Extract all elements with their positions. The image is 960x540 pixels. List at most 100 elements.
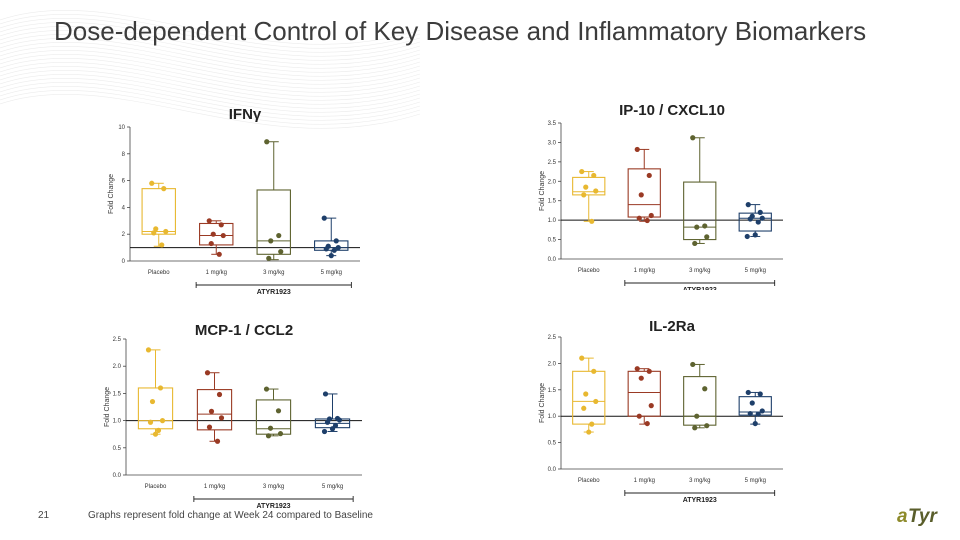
il2ra-box-plot: IL-2Ra 0.0 0.5 1.0 1.5 2.0 2.5 Fold Change Place…	[539, 318, 783, 504]
data-point	[589, 421, 595, 427]
y-axis-label: Fold Change	[108, 174, 115, 214]
x-tick-label: Placebo	[578, 478, 600, 484]
data-point	[208, 240, 214, 247]
y-tick-label: 0.0	[548, 257, 557, 263]
data-point	[216, 251, 222, 257]
data-point	[267, 425, 274, 431]
y-tick-label: 1.5	[548, 199, 557, 205]
data-point	[333, 238, 339, 244]
group-label: ATYR1923	[257, 289, 291, 296]
chart-mcp1: MCP-1 / CCL2 0.0 0.5 1.0 1.5 2.0 2.5 Fold Chang…	[100, 315, 400, 510]
x-tick-label: 1 mg/kg	[634, 478, 655, 484]
data-point	[147, 419, 154, 425]
data-point	[155, 427, 162, 433]
data-point	[265, 433, 272, 439]
x-tick-label: Placebo	[578, 268, 600, 274]
data-point	[218, 222, 224, 228]
y-tick-label: 1.0	[548, 218, 557, 224]
data-point	[593, 398, 599, 405]
atyr-logo: a Tyr	[897, 506, 938, 527]
data-point	[759, 215, 765, 221]
data-point	[755, 411, 761, 417]
y-tick-label: 8	[122, 152, 126, 158]
data-point	[757, 391, 763, 397]
data-point	[268, 238, 274, 244]
data-point	[159, 242, 165, 248]
y-tick-label: 2.0	[548, 179, 557, 185]
data-point	[593, 188, 599, 194]
box-3-mg-kg	[255, 386, 292, 439]
data-point	[646, 172, 652, 179]
y-tick-label: 4	[122, 205, 126, 211]
data-point	[644, 420, 650, 427]
x-tick-label: 3 mg/kg	[263, 270, 284, 276]
data-point	[331, 247, 337, 253]
svg-text:a: a	[897, 506, 908, 527]
data-point	[266, 255, 272, 261]
y-tick-label: 0.5	[113, 446, 122, 452]
box-5-mg-kg	[314, 391, 351, 435]
box-rect	[683, 181, 717, 241]
data-point	[591, 172, 597, 179]
chart-title: MCP-1 / CCL2	[195, 322, 293, 339]
y-tick-label: 0	[122, 259, 126, 265]
group-label: ATYR1923	[683, 287, 717, 290]
y-tick-label: 1.5	[548, 388, 557, 394]
x-tick-label: 3 mg/kg	[263, 484, 284, 490]
data-point	[336, 417, 343, 423]
y-tick-label: 0.5	[548, 441, 557, 447]
y-tick-label: 2.5	[548, 335, 557, 341]
data-point	[589, 218, 595, 224]
y-tick-label: 0.0	[113, 473, 122, 479]
box-rect	[627, 168, 661, 218]
data-point	[646, 368, 652, 374]
box-rect	[256, 189, 291, 255]
y-axis-label: Fold Change	[104, 387, 111, 427]
box-5-mg-kg	[738, 389, 772, 427]
x-tick-label: 3 mg/kg	[689, 268, 710, 274]
ip10-box-plot: IP-10 / CXCL10 0.0 0.5 1.0 1.5 2.0 2.5 3.0 3.5 Fo…	[539, 102, 783, 290]
data-point	[636, 215, 642, 221]
data-point	[275, 408, 282, 414]
mcp1-box-plot: MCP-1 / CCL2 0.0 0.5 1.0 1.5 2.0 2.5 Fold Chang…	[104, 322, 362, 510]
data-point	[583, 391, 589, 397]
y-tick-label: 6	[122, 179, 126, 185]
x-tick-label: 1 mg/kg	[204, 484, 225, 490]
box-rect	[137, 387, 174, 430]
slide-title: Dose-dependent Control of Key Disease an…	[54, 16, 867, 46]
page-number: 21	[38, 510, 50, 521]
group-label: ATYR1923	[683, 497, 717, 504]
data-point	[583, 184, 589, 190]
chart-ifng: IFNγ 0 2 4 6 8 10 Fold Change Placebo 1 mg/kg 3 mg…	[100, 95, 400, 300]
box-rect	[255, 399, 292, 435]
data-point	[747, 216, 753, 222]
data-point	[745, 389, 751, 396]
x-tick-label: 5 mg/kg	[322, 484, 343, 490]
chart-ip10: IP-10 / CXCL10 0.0 0.5 1.0 1.5 2.0 2.5 3.0 3.5 Fo…	[525, 95, 825, 290]
data-point	[216, 391, 223, 398]
data-point	[323, 246, 329, 252]
box-1-mg-kg	[199, 218, 234, 257]
y-tick-label: 2	[122, 232, 126, 238]
data-point	[648, 403, 654, 409]
box-placebo	[137, 347, 174, 437]
data-point	[694, 224, 700, 230]
data-point	[586, 429, 592, 435]
y-tick-label: 1.0	[548, 414, 557, 420]
y-tick-label: 0.0	[548, 467, 557, 473]
box-rect	[738, 396, 772, 416]
x-tick-label: 5 mg/kg	[745, 268, 766, 274]
box-1-mg-kg	[196, 370, 233, 444]
data-point	[206, 218, 212, 224]
data-point	[264, 139, 270, 145]
box-rect	[572, 370, 606, 425]
box-placebo	[141, 180, 176, 248]
box-1-mg-kg	[627, 366, 661, 427]
box-placebo	[572, 168, 606, 224]
y-tick-label: 1.5	[113, 391, 122, 397]
data-point	[163, 228, 169, 235]
data-point	[278, 249, 284, 255]
data-point	[581, 405, 587, 411]
data-point	[744, 233, 750, 240]
